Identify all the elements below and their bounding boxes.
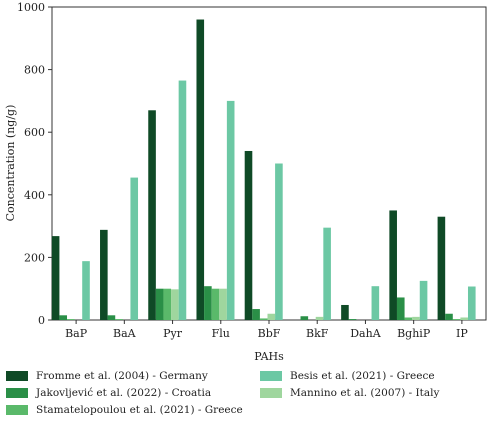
bar	[460, 317, 468, 320]
y-tick-label: 400	[24, 189, 45, 202]
legend-swatch	[6, 371, 28, 381]
x-tick-label: Flu	[212, 327, 230, 340]
legend: Fromme et al. (2004) - Germany Jakovljev…	[6, 366, 496, 420]
legend-swatch	[260, 388, 282, 398]
bar	[389, 210, 397, 320]
legend-label: Stamatelopoulou et al. (2021) - Greece	[36, 404, 243, 416]
legend-swatch	[6, 405, 28, 415]
legend-label: Mannino et al. (2007) - Italy	[290, 387, 440, 399]
bar	[412, 316, 420, 320]
bar	[196, 19, 205, 321]
bar-chart: 0 200 400 600 800 1000 BaP BaA Pyr Flu BbF BkF DahA B…	[4, 1, 487, 363]
bar	[467, 286, 476, 320]
legend-label: Besis et al. (2021) - Greece	[290, 370, 435, 382]
bar	[59, 315, 68, 320]
bar	[148, 110, 156, 320]
legend-item-fromme: Fromme et al. (2004) - Germany	[6, 370, 208, 382]
y-tick-label: 600	[24, 126, 45, 139]
x-axis-title: PAHs	[254, 350, 284, 363]
bar	[219, 288, 227, 320]
bar	[341, 304, 349, 320]
legend-swatch	[260, 371, 282, 381]
legend-label: Jakovljević et al. (2022) - Croatia	[36, 387, 212, 399]
bar	[275, 163, 283, 320]
x-tick-label: BkF	[306, 327, 329, 340]
bar	[244, 150, 253, 320]
bar	[437, 216, 446, 320]
bar	[371, 286, 380, 320]
x-tick-label: BaA	[113, 327, 137, 340]
x-tick-label: BaP	[65, 327, 88, 340]
bar	[452, 319, 461, 320]
x-tick-label: Pyr	[163, 327, 183, 340]
bar	[300, 316, 309, 320]
legend-label: Fromme et al. (2004) - Germany	[36, 370, 208, 382]
bar	[67, 319, 75, 320]
bar	[396, 297, 405, 320]
bar	[82, 261, 90, 320]
bar	[163, 288, 172, 320]
bar	[419, 280, 428, 320]
bar	[252, 309, 260, 320]
bar	[404, 317, 413, 320]
plot-frame	[51, 6, 487, 321]
bar	[171, 289, 179, 320]
bar	[323, 227, 331, 320]
bar	[100, 229, 108, 320]
bar	[115, 319, 123, 320]
bar	[226, 100, 235, 321]
bar	[445, 313, 453, 320]
x-tick-label: IP	[456, 327, 468, 340]
bar	[107, 315, 116, 320]
x-tick-label: DahA	[350, 327, 381, 340]
bar	[204, 286, 212, 320]
y-tick-label: 800	[24, 64, 45, 77]
y-tick-label: 1000	[17, 1, 45, 14]
legend-swatch	[6, 388, 28, 398]
bar	[259, 318, 268, 320]
y-axis-title: Concentration (ng/g)	[4, 105, 17, 222]
legend-item-besis: Besis et al. (2021) - Greece	[260, 370, 435, 382]
legend-item-mannino: Mannino et al. (2007) - Italy	[260, 387, 439, 399]
bar	[51, 236, 60, 320]
bar	[178, 80, 187, 321]
plot-area: 0 200 400 600 800 1000 BaP BaA Pyr Flu BbF BkF DahA B…	[17, 1, 487, 340]
bar	[130, 177, 139, 320]
y-tick-label: 200	[24, 251, 45, 264]
x-tick-label: BghiP	[397, 327, 431, 340]
bar	[267, 313, 276, 320]
bar	[315, 316, 324, 320]
bar	[155, 288, 164, 320]
legend-item-stamatelopoulou: Stamatelopoulou et al. (2021) - Greece	[6, 404, 243, 416]
y-tick-label: 0	[38, 314, 45, 327]
bar	[211, 288, 220, 320]
legend-item-jakovljevic: Jakovljević et al. (2022) - Croatia	[6, 387, 211, 399]
x-tick-label: BbF	[258, 327, 281, 340]
bar	[348, 319, 357, 320]
